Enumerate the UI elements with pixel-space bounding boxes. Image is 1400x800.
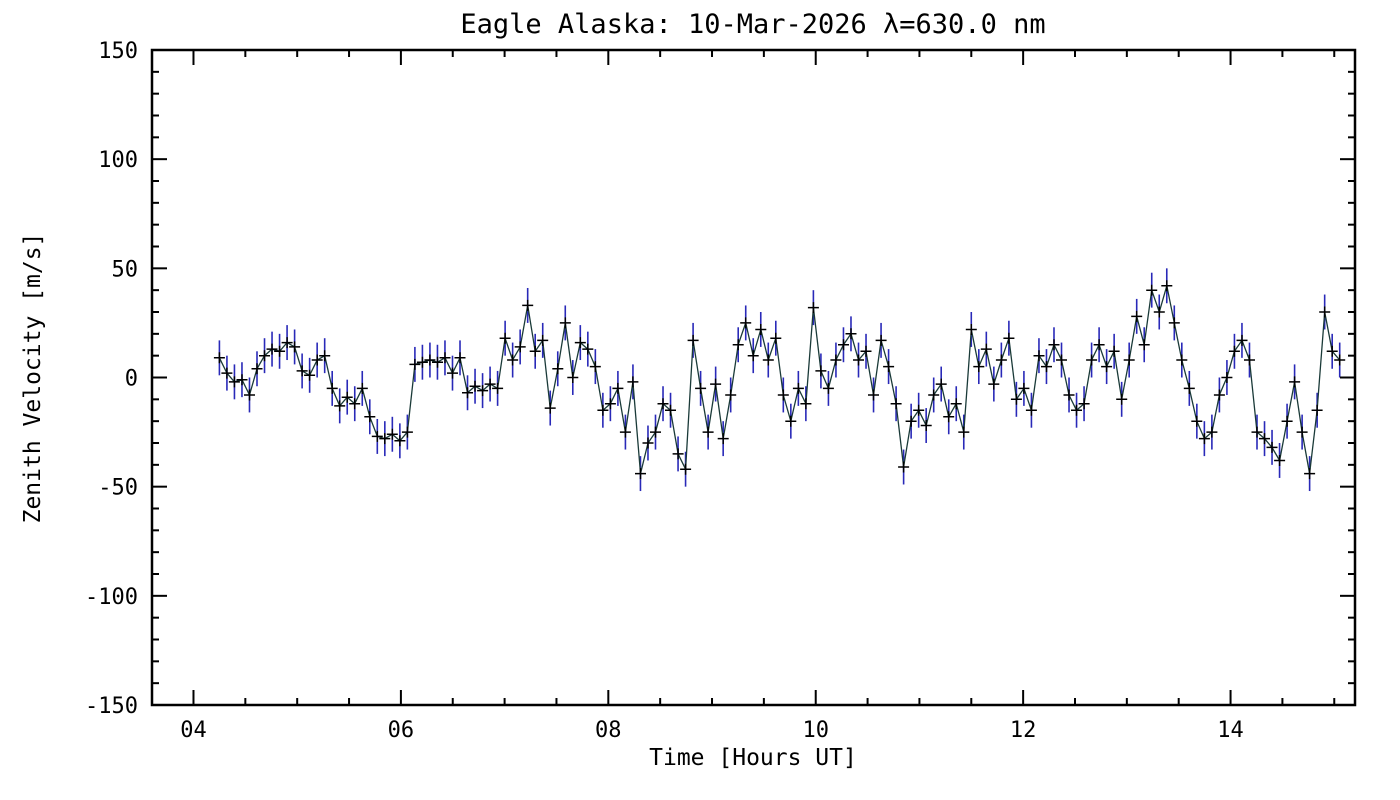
y-tick-label: 0 xyxy=(125,367,138,392)
x-tick-label: 06 xyxy=(388,718,415,743)
y-tick-label: 100 xyxy=(98,148,138,173)
x-tick-label: 12 xyxy=(1010,718,1037,743)
x-tick-label: 14 xyxy=(1217,718,1244,743)
axes xyxy=(150,48,1357,707)
data-markers xyxy=(213,280,1346,480)
y-tick-label: -150 xyxy=(85,694,138,719)
x-tick-label: 04 xyxy=(180,718,207,743)
y-tick-label: 50 xyxy=(112,257,139,282)
y-tick-label: -100 xyxy=(85,585,138,610)
x-axis-label: Time [Hours UT] xyxy=(649,745,857,771)
tick-labels: 04 06 08 10 12 14 -150 -100 -50 0 50 100 150 xyxy=(85,39,1244,743)
chart-title: Eagle Alaska: 10-Mar-2026 λ=630.0 nm xyxy=(460,9,1045,40)
x-tick-label: 08 xyxy=(595,718,622,743)
y-tick-label: 150 xyxy=(98,39,138,64)
y-axis-label: Zenith Velocity [m/s] xyxy=(20,233,46,524)
y-tick-label: -50 xyxy=(98,476,138,501)
error-bars xyxy=(218,268,1341,492)
x-tick-label: 10 xyxy=(802,718,829,743)
data-line xyxy=(218,285,1341,474)
